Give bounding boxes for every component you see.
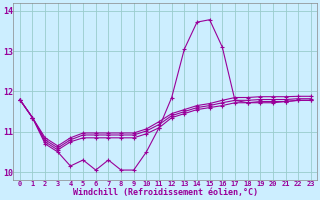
- X-axis label: Windchill (Refroidissement éolien,°C): Windchill (Refroidissement éolien,°C): [73, 188, 258, 197]
